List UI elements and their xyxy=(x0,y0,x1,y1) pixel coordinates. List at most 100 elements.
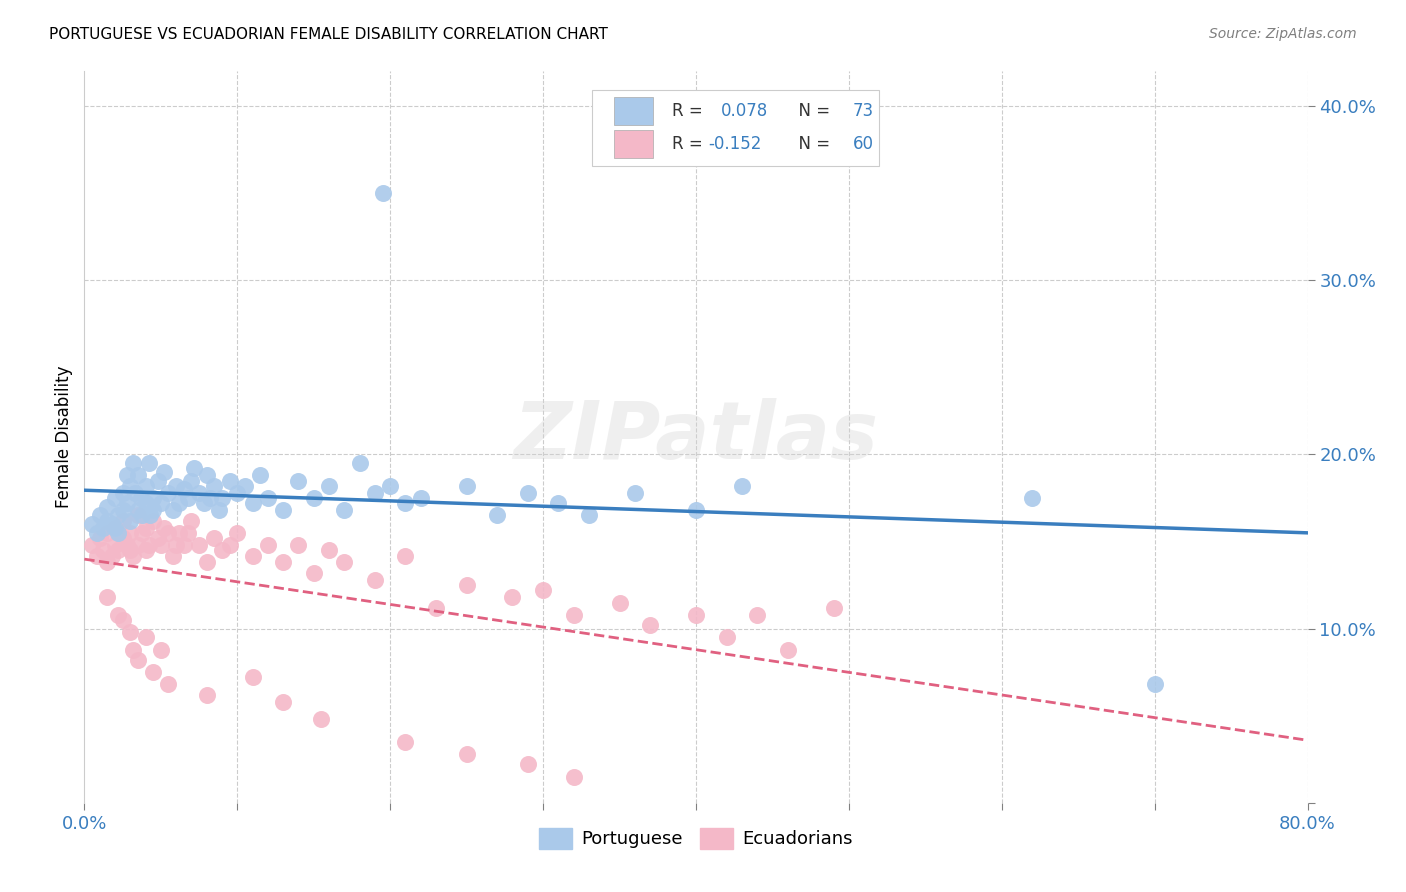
Text: 73: 73 xyxy=(852,102,873,120)
Point xyxy=(318,479,340,493)
Point xyxy=(101,517,124,532)
Point xyxy=(271,503,294,517)
Point xyxy=(111,613,134,627)
Point xyxy=(96,591,118,605)
Point xyxy=(127,503,149,517)
Point xyxy=(257,538,280,552)
Point xyxy=(188,485,211,500)
Point xyxy=(562,770,585,784)
Point xyxy=(153,465,176,479)
Point xyxy=(685,607,707,622)
Point xyxy=(208,503,231,517)
Point xyxy=(716,631,738,645)
Point xyxy=(96,500,118,514)
Point xyxy=(202,479,225,493)
Text: 60: 60 xyxy=(852,135,873,153)
Point xyxy=(107,525,129,540)
Point xyxy=(257,491,280,505)
Point xyxy=(318,543,340,558)
Point xyxy=(107,607,129,622)
Point xyxy=(311,712,333,726)
Point xyxy=(127,653,149,667)
Bar xyxy=(614,130,654,158)
Text: R =: R = xyxy=(672,135,707,153)
Point xyxy=(456,747,478,761)
Point xyxy=(271,556,294,570)
Point xyxy=(516,485,538,500)
Point xyxy=(135,496,157,510)
Point xyxy=(193,496,215,510)
Y-axis label: Female Disability: Female Disability xyxy=(55,366,73,508)
Point xyxy=(146,531,169,545)
Point xyxy=(167,525,190,540)
Point xyxy=(531,583,554,598)
Point xyxy=(120,479,142,493)
Point xyxy=(624,485,647,500)
Point xyxy=(162,549,184,563)
Point xyxy=(371,186,394,201)
Point xyxy=(776,642,799,657)
Point xyxy=(127,468,149,483)
Point xyxy=(142,503,165,517)
Point xyxy=(394,735,416,749)
Point xyxy=(502,591,524,605)
Point xyxy=(122,456,145,470)
Point xyxy=(122,642,145,657)
Point xyxy=(120,625,142,640)
Point xyxy=(115,468,138,483)
Point xyxy=(638,618,661,632)
Point xyxy=(287,538,309,552)
Point xyxy=(111,503,134,517)
Point xyxy=(233,479,256,493)
Point xyxy=(146,474,169,488)
Point xyxy=(609,595,631,609)
Text: -0.152: -0.152 xyxy=(709,135,762,153)
Point xyxy=(80,517,103,532)
Point xyxy=(131,508,153,523)
Point xyxy=(188,538,211,552)
Point xyxy=(547,496,569,510)
FancyBboxPatch shape xyxy=(592,90,880,167)
Point xyxy=(486,508,509,523)
Point xyxy=(271,695,294,709)
Point xyxy=(80,538,103,552)
Bar xyxy=(614,97,654,125)
Point xyxy=(127,508,149,523)
Text: PORTUGUESE VS ECUADORIAN FEMALE DISABILITY CORRELATION CHART: PORTUGUESE VS ECUADORIAN FEMALE DISABILI… xyxy=(49,27,607,42)
Point xyxy=(135,631,157,645)
Point xyxy=(394,496,416,510)
Point xyxy=(162,503,184,517)
Point xyxy=(157,677,180,691)
Point xyxy=(177,525,200,540)
Point xyxy=(142,491,165,505)
Point xyxy=(122,549,145,563)
Point xyxy=(89,531,111,545)
Point xyxy=(195,688,218,702)
Point xyxy=(111,485,134,500)
Point xyxy=(96,556,118,570)
Point xyxy=(180,474,202,488)
Point xyxy=(89,508,111,523)
Point xyxy=(115,496,138,510)
Point xyxy=(202,531,225,545)
Point xyxy=(333,503,356,517)
Point xyxy=(173,483,195,497)
Text: N =: N = xyxy=(787,135,835,153)
Text: R =: R = xyxy=(672,102,707,120)
Point xyxy=(101,549,124,563)
Point xyxy=(349,456,371,470)
Point xyxy=(120,525,142,540)
Point xyxy=(157,525,180,540)
Point xyxy=(226,525,249,540)
Point xyxy=(302,566,325,580)
Point xyxy=(578,508,600,523)
Point xyxy=(211,543,233,558)
Point xyxy=(111,514,134,528)
Point xyxy=(242,549,264,563)
Text: 0.078: 0.078 xyxy=(720,102,768,120)
Text: Source: ZipAtlas.com: Source: ZipAtlas.com xyxy=(1209,27,1357,41)
Point xyxy=(287,474,309,488)
Point xyxy=(226,485,249,500)
Point xyxy=(165,538,187,552)
Point xyxy=(747,607,769,622)
